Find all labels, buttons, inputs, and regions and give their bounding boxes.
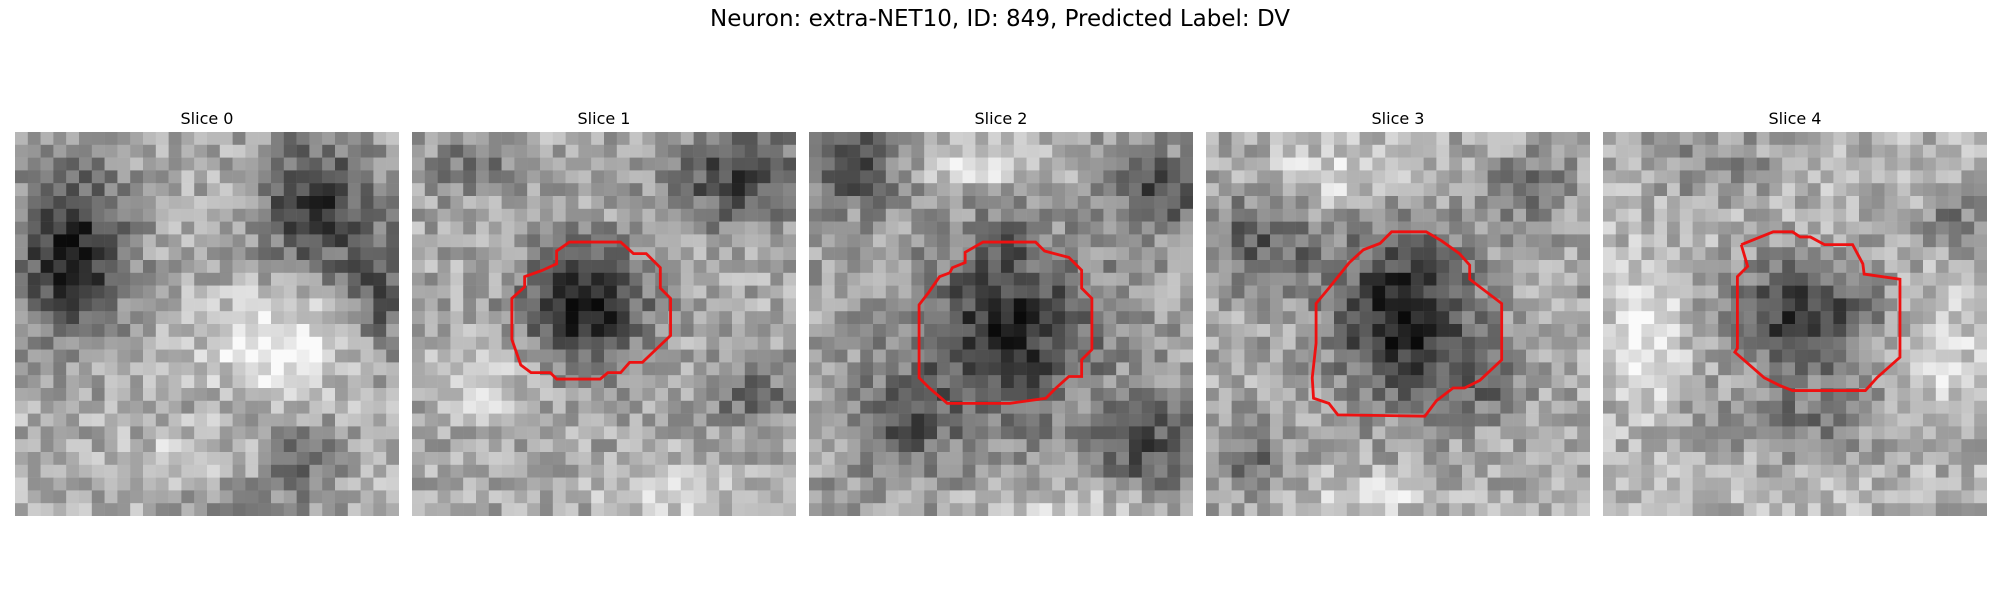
slice-panel-1: Slice 1 bbox=[412, 106, 796, 516]
segmentation-contour bbox=[510, 240, 672, 381]
slice-image bbox=[809, 132, 1193, 516]
slice-image bbox=[1603, 132, 1987, 516]
slice-title: Slice 2 bbox=[974, 109, 1028, 128]
segmentation-contour bbox=[917, 240, 1094, 405]
segmentation-contour bbox=[1732, 230, 1902, 392]
slice-panel-0: Slice 0 bbox=[15, 106, 399, 516]
segmentation-contour bbox=[1310, 230, 1504, 418]
slice-title: Slice 1 bbox=[577, 109, 631, 128]
figure-title: Neuron: extra-NET10, ID: 849, Predicted … bbox=[710, 6, 1290, 32]
slice-image bbox=[412, 132, 796, 516]
slice-panel-3: Slice 3 bbox=[1206, 106, 1590, 516]
slice-title: Slice 0 bbox=[180, 109, 234, 128]
slice-panel-2: Slice 2 bbox=[809, 106, 1193, 516]
slice-image bbox=[1206, 132, 1590, 516]
slice-title: Slice 3 bbox=[1371, 109, 1425, 128]
slice-image bbox=[15, 132, 399, 516]
slice-panel-4: Slice 4 bbox=[1603, 106, 1987, 516]
slice-title: Slice 4 bbox=[1768, 109, 1822, 128]
